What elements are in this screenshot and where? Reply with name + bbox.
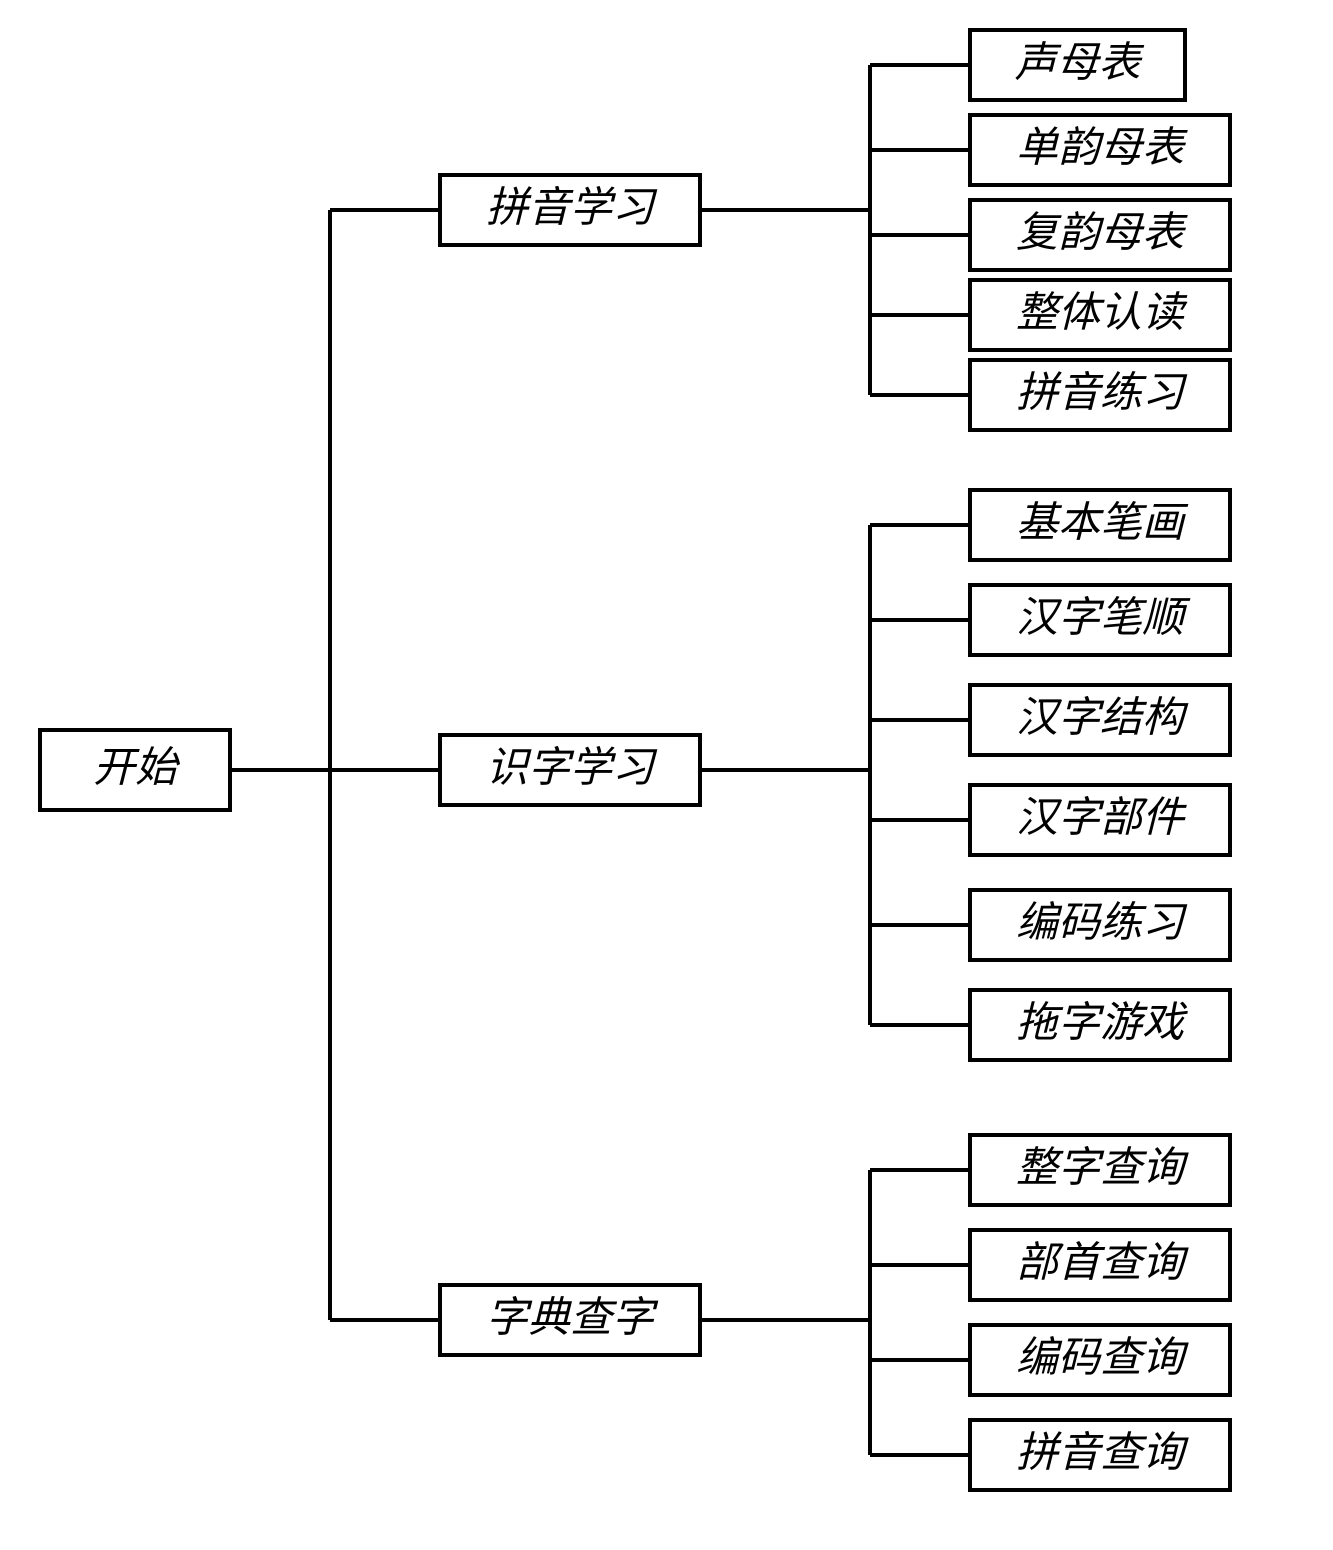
label-pylianxi: 拼音练习 bbox=[1016, 371, 1188, 417]
node-jiegou: 汉字结构 bbox=[970, 685, 1230, 755]
label-jiegou: 汉字结构 bbox=[1016, 696, 1189, 742]
node-pylianxi: 拼音练习 bbox=[970, 360, 1230, 430]
label-zidian: 字典查字 bbox=[486, 1296, 659, 1342]
node-pycx: 拼音查询 bbox=[970, 1420, 1230, 1490]
node-zidian: 字典查字 bbox=[440, 1285, 700, 1355]
label-bianma: 编码查询 bbox=[1016, 1336, 1189, 1382]
node-bishun: 汉字笔顺 bbox=[970, 585, 1230, 655]
node-start: 开始 bbox=[40, 730, 230, 810]
node-zhengti: 整体认读 bbox=[970, 280, 1230, 350]
node-shengmu: 声母表 bbox=[970, 30, 1185, 100]
node-fuyun: 复韵母表 bbox=[970, 200, 1230, 270]
tree-diagram: 开始 拼音学习识字学习字典查字 声母表单韵母表复韵母表整体认读拼音练习基本笔画汉字笔… bbox=[0, 0, 1333, 1550]
label-bujian: 汉字部件 bbox=[1016, 796, 1187, 842]
label-zhengzi: 整字查询 bbox=[1016, 1146, 1189, 1192]
label-shizi: 识字学习 bbox=[486, 746, 658, 792]
label-shengmu: 声母表 bbox=[1014, 41, 1144, 87]
node-shizi: 识字学习 bbox=[440, 735, 700, 805]
label-bihua: 基本笔画 bbox=[1016, 501, 1189, 547]
label-fuyun: 复韵母表 bbox=[1016, 211, 1188, 257]
node-tuozi: 拖字游戏 bbox=[970, 990, 1230, 1060]
label-pinyin: 拼音学习 bbox=[486, 186, 658, 232]
label-zhengti: 整体认读 bbox=[1016, 291, 1188, 337]
label-bishun: 汉字笔顺 bbox=[1016, 596, 1191, 642]
node-bihua: 基本笔画 bbox=[970, 490, 1230, 560]
node-bujian: 汉字部件 bbox=[970, 785, 1230, 855]
label-start: 开始 bbox=[93, 746, 181, 792]
label-danyun: 单韵母表 bbox=[1016, 126, 1188, 172]
label-bushou: 部首查询 bbox=[1016, 1241, 1189, 1287]
label-pycx: 拼音查询 bbox=[1016, 1431, 1189, 1477]
label-bmlianxi: 编码练习 bbox=[1016, 901, 1188, 947]
node-bushou: 部首查询 bbox=[970, 1230, 1230, 1300]
node-zhengzi: 整字查询 bbox=[970, 1135, 1230, 1205]
node-bmlianxi: 编码练习 bbox=[970, 890, 1230, 960]
node-pinyin: 拼音学习 bbox=[440, 175, 700, 245]
node-danyun: 单韵母表 bbox=[970, 115, 1230, 185]
node-bianma: 编码查询 bbox=[970, 1325, 1230, 1395]
label-tuozi: 拖字游戏 bbox=[1016, 1001, 1188, 1047]
